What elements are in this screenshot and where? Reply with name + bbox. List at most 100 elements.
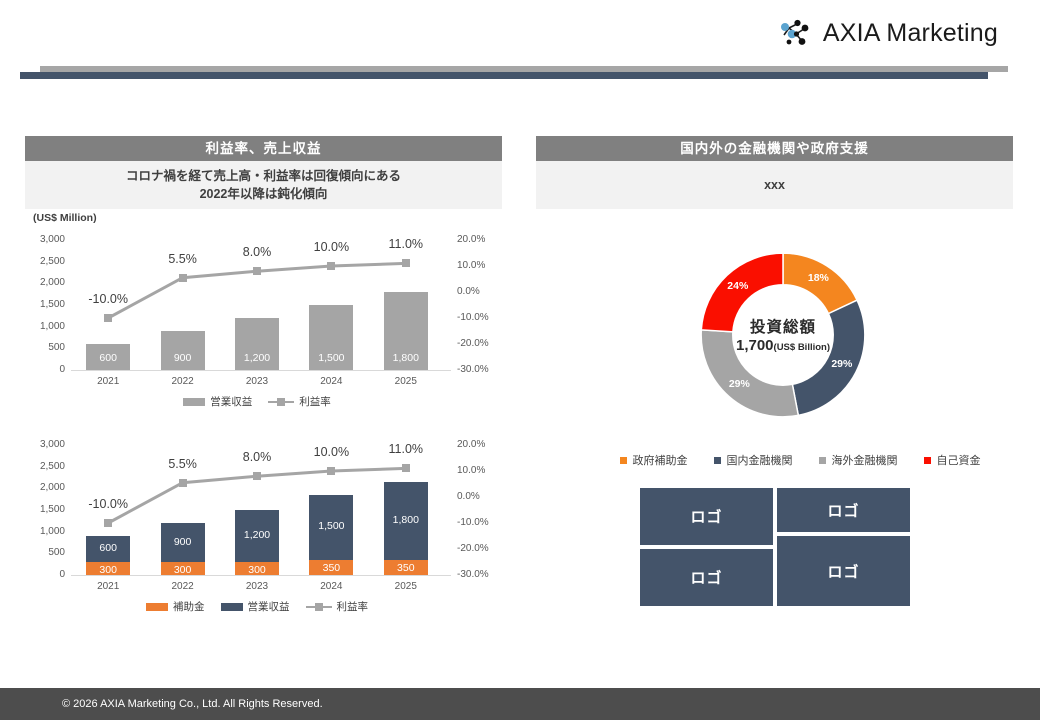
header-rule-navy	[20, 72, 988, 79]
line-marker	[104, 519, 113, 527]
donut-legend-swatch	[713, 456, 721, 464]
bar-value: 1,500	[318, 352, 345, 364]
chart-y2tick: -30.0%	[457, 364, 489, 375]
donut-slice[interactable]	[700, 252, 784, 333]
bar-value-revenue: 1,200	[243, 529, 271, 541]
chart-ytick: 1,500	[39, 299, 65, 310]
line-point-label: 10.0%	[313, 445, 350, 459]
logo-box-2[interactable]: ロゴ	[777, 488, 910, 532]
logo-box-4[interactable]: ロゴ	[777, 536, 910, 606]
page-header: AXIA Marketing	[0, 0, 1040, 90]
chart-xtick: 2025	[394, 581, 417, 592]
line-point-label: 5.5%	[168, 456, 197, 471]
legend-item-label: 営業収益	[210, 396, 253, 408]
bar	[86, 344, 131, 370]
chart-xtick: 2022	[171, 581, 194, 592]
donut-legend-item: 海外金融機関	[818, 452, 898, 468]
left-panel-title: 利益率、売上収益	[25, 136, 502, 161]
chart-ytick: 2,000	[39, 482, 65, 494]
logo-box-4-label: ロゴ	[827, 563, 860, 581]
chart-ytick: 1,000	[39, 525, 65, 537]
stacked-bar-subsidy	[235, 562, 279, 575]
legend-item: 営業収益	[220, 599, 290, 614]
donut-legend-item: 自己資金	[923, 452, 981, 468]
line-marker	[104, 314, 113, 322]
page-footer: © 2026 AXIA Marketing Co., Ltd. All Righ…	[0, 688, 1040, 720]
line-marker	[401, 464, 410, 473]
logo-box-1-label: ロゴ	[690, 509, 723, 526]
right-panel-subtitle-text: xxx	[764, 178, 785, 192]
donut-center-value-row: 1,700(US$ Billion)	[736, 337, 830, 355]
donut-legend: 政府補助金 国内金融機関 海外金融機関 自己資金	[600, 452, 1000, 468]
investment-donut-chart: 投資総額 1,700(US$ Billion) 18% 29% 29% 24%	[690, 242, 876, 428]
line-point-label: 10.0%	[313, 240, 350, 254]
line-marker	[327, 467, 336, 475]
logo-box-1[interactable]: ロゴ	[640, 488, 773, 545]
chart-y2tick: 20.0%	[457, 234, 486, 245]
chart-ytick: 1,500	[39, 504, 65, 515]
chart-ytick: 0	[59, 569, 65, 580]
chart-xtick: 2024	[320, 581, 343, 592]
legend-bar-swatch	[220, 602, 243, 611]
footer-copyright: © 2026 AXIA Marketing Co., Ltd. All Righ…	[62, 698, 323, 710]
right-panel-title: 国内外の金融機関や政府支援	[536, 136, 1013, 161]
legend-line-swatch	[268, 397, 295, 407]
bar	[235, 318, 279, 370]
line-point-label: -10.0%	[88, 497, 128, 511]
donut-slice-label: 18%	[807, 272, 829, 285]
stacked-bar-subsidy	[86, 562, 131, 575]
bar-value-revenue: 1,800	[392, 513, 419, 526]
chart-y2tick: -20.0%	[457, 338, 489, 349]
donut-legend-item: 政府補助金	[619, 452, 688, 468]
donut-slice-label: 24%	[727, 279, 749, 292]
line-point-label: 8.0%	[242, 450, 272, 465]
stacked-bar-revenue	[383, 481, 428, 560]
logo-box-2-label: ロゴ	[827, 502, 860, 520]
bar-value-revenue: 1,500	[318, 520, 345, 533]
donut-legend-label: 国内金融機関	[726, 455, 793, 467]
chart-legend: 営業収益 利益率	[71, 394, 443, 409]
donut-center-unit: (US$ Billion)	[773, 342, 831, 353]
chart1-unit-label: (US$ Million)	[33, 212, 97, 224]
donut-legend-swatch	[923, 456, 931, 464]
chart-legend: 補助金 営業収益 利益率	[71, 599, 443, 614]
legend-item: 補助金	[146, 599, 205, 614]
logo-box-3[interactable]: ロゴ	[640, 549, 773, 606]
legend-item: 利益率	[268, 394, 331, 409]
legend-item: 営業収益	[183, 394, 252, 409]
chart-xtick: 2022	[171, 376, 194, 387]
chart-baseline	[71, 370, 451, 371]
donut-legend-item: 国内金融機関	[713, 452, 793, 468]
stacked-bar-revenue	[235, 510, 279, 562]
chart-xtick: 2023	[245, 581, 269, 592]
chart-xtick: 2021	[97, 376, 120, 387]
chart-y2tick: 0.0%	[457, 286, 480, 297]
line-marker	[253, 472, 261, 481]
left-panel-subtitle: コロナ禍を経て売上高・利益率は回復傾向にある 2022年以降は鈍化傾向	[25, 161, 502, 209]
donut-legend-swatch	[818, 456, 826, 464]
chart-y2tick: -20.0%	[457, 543, 489, 554]
bar-value-subsidy: 300	[248, 564, 266, 576]
bar-value-subsidy: 350	[397, 561, 415, 574]
donut-legend-swatch	[619, 456, 627, 464]
legend-item-label: 利益率	[299, 396, 331, 408]
chart-ytick: 500	[48, 342, 65, 354]
legend-bar-swatch	[146, 602, 168, 611]
line-point-label: 11.0%	[388, 237, 424, 252]
bar	[383, 292, 428, 370]
stacked-bar-revenue	[86, 536, 131, 562]
subsidy-revenue-margin-chart: 3,000 2,500 2,000 1,500 1,000 500 0 20.0% 10.0% 0…	[25, 435, 505, 625]
legend-line-swatch	[305, 602, 332, 612]
right-panel-subtitle: xxx	[536, 161, 1013, 209]
line-point-label: 8.0%	[242, 245, 272, 260]
stacked-bar-revenue	[309, 494, 354, 560]
legend-item-label: 営業収益	[247, 601, 290, 613]
chart-y2tick: -10.0%	[457, 312, 489, 323]
stacked-bar-subsidy	[383, 559, 428, 575]
donut-legend-label: 海外金融機関	[831, 455, 898, 467]
line-marker	[327, 262, 336, 270]
chart-xtick: 2024	[320, 376, 343, 387]
header-rule-gray	[40, 66, 1008, 72]
stacked-bar-subsidy	[309, 559, 354, 575]
donut-center-label: 投資総額 1,700(US$ Billion)	[690, 242, 876, 428]
